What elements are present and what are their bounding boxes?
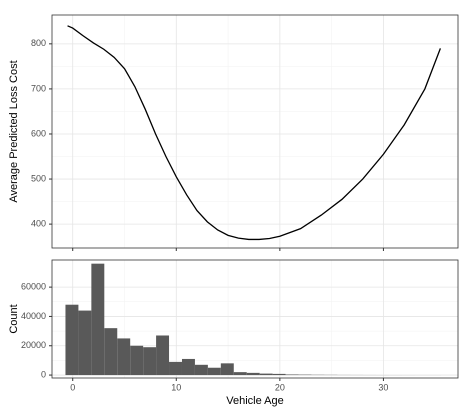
x-tick-label: 0 [70,382,75,392]
bar [195,365,208,375]
x-tick-label: 30 [378,382,388,392]
bar [234,372,247,375]
bar [247,373,260,375]
bar [130,346,143,375]
y-tick-label: 60000 [21,281,46,291]
y-axis-label: Average Predicted Loss Cost [8,60,20,202]
bar [91,264,104,375]
y-tick-label: 0 [41,369,46,379]
bar [221,363,234,375]
x-tick-label: 20 [275,382,285,392]
bar [117,338,130,375]
y-tick-label: 40000 [21,311,46,321]
bar [286,374,299,375]
bar [156,335,169,375]
y-tick-label: 400 [31,218,46,228]
bar [208,368,221,375]
panel-background [52,15,458,248]
bar [104,328,117,375]
y-axis-label: Count [8,304,20,333]
y-tick-label: 600 [31,128,46,138]
bar [78,311,91,375]
bar [182,359,195,375]
y-tick-label: 800 [31,38,46,48]
bar [65,305,78,375]
bar [260,374,273,375]
y-tick-label: 20000 [21,340,46,350]
bar [273,374,286,375]
x-axis-label: Vehicle Age [226,395,284,407]
bar [169,362,182,375]
bar [143,347,156,375]
y-tick-label: 700 [31,83,46,93]
y-tick-label: 500 [31,173,46,183]
x-tick-label: 10 [171,382,181,392]
